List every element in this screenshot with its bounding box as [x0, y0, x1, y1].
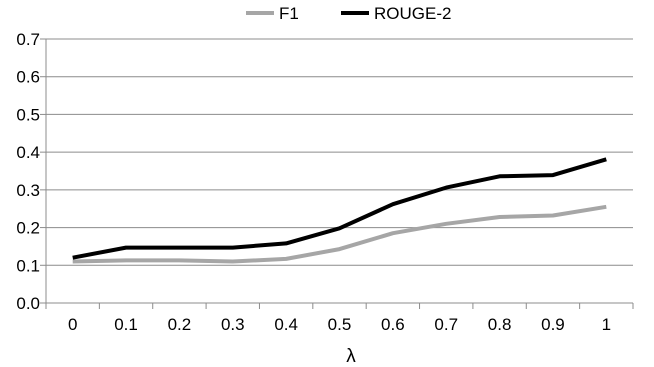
y-tick-label: 0.2	[16, 219, 40, 238]
x-axis-title: λ	[346, 346, 356, 367]
legend-label-rouge-2: ROUGE-2	[374, 4, 451, 23]
y-tick-labels: 0.0 0.1 0.2 0.3 0.4 0.5 0.6 0.7	[16, 30, 40, 313]
series-lines	[72, 157, 607, 264]
x-tick-label: 1	[602, 315, 611, 334]
x-tick-label: 0.3	[221, 315, 245, 334]
axes	[40, 38, 634, 309]
x-tick-label: 0.4	[274, 315, 298, 334]
x-tick-label: 0.7	[434, 315, 458, 334]
series-line-rouge-2	[72, 157, 607, 260]
y-tick-label: 0.4	[16, 143, 40, 162]
legend: F1 ROUGE-2	[246, 4, 451, 23]
x-tick-label: 0.6	[381, 315, 405, 334]
x-tick-label: 0	[68, 315, 77, 334]
series-line-f1	[72, 204, 607, 264]
x-tick-label: 0.1	[114, 315, 138, 334]
gridlines	[46, 38, 633, 266]
y-tick-label: 0.5	[16, 105, 40, 124]
y-tick-label: 0.7	[16, 30, 40, 49]
x-tick-label: 0.8	[488, 315, 512, 334]
x-tick-labels: 0 0.1 0.2 0.3 0.4 0.5 0.6 0.7 0.8 0.9 1	[68, 315, 611, 334]
legend-label-f1: F1	[279, 4, 299, 23]
x-tick-label: 0.2	[168, 315, 192, 334]
x-tick-label: 0.9	[541, 315, 565, 334]
x-tick-label: 0.5	[328, 315, 352, 334]
y-tick-label: 0.1	[16, 256, 40, 275]
y-tick-label: 0.3	[16, 181, 40, 200]
y-tick-label: 0.0	[16, 294, 40, 313]
y-tick-label: 0.6	[16, 68, 40, 87]
